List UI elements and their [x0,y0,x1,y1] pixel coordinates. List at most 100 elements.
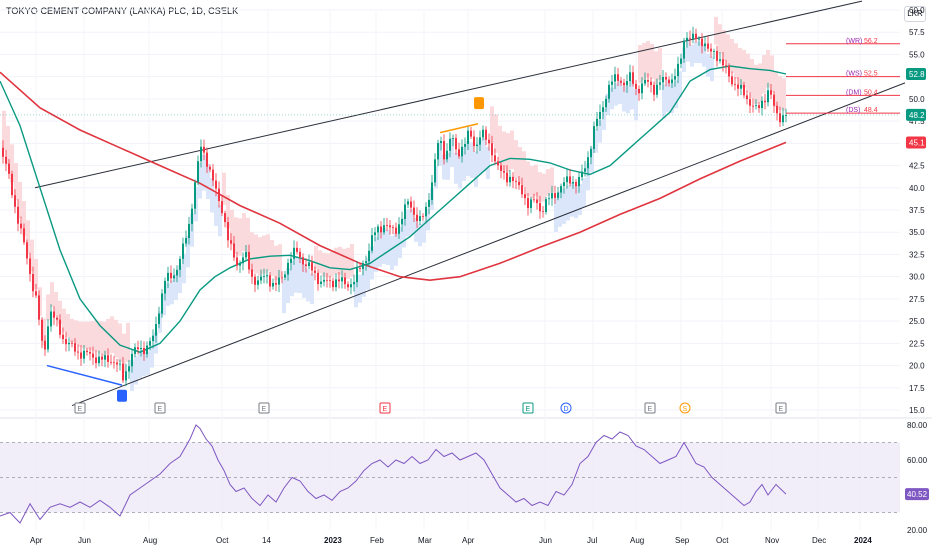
cloud-segment [138,351,142,379]
candle-body [140,348,142,350]
cloud-segment [170,280,174,305]
candle-body [464,143,466,147]
cloud-segment [654,51,658,85]
candle-body [455,138,457,150]
currency-button[interactable]: LKR [904,6,926,22]
cloud-segment [298,258,302,294]
candle-body [728,65,730,77]
cloud-segment [554,197,558,232]
cloud-segment [258,237,262,276]
cloud-segment [378,231,382,267]
candle-body [680,58,682,64]
event-badge [154,402,166,414]
candle-body [95,357,97,364]
candle-body [197,161,199,183]
cloud-segment [78,321,82,347]
cloud-segment [506,133,510,173]
cloud-segment [574,185,578,219]
candle-body [263,276,265,278]
cloud-segment [706,53,710,77]
cloud-segment [642,42,646,81]
cloud-segment [50,282,54,307]
candle-body [554,193,556,198]
candle-body [503,170,505,173]
candle-body [170,272,172,279]
candle-body [398,224,400,234]
candle-body [479,137,481,145]
level-value: 56.2 [864,38,878,45]
candle-body [746,95,748,100]
candle-body [35,291,37,296]
candle-body [458,149,460,157]
signal-marker [474,97,484,110]
cloud-segment [214,192,218,226]
chart-title: TOKYO CEMENT COMPANY (LANKA) PLC, 1D, CS… [6,6,239,16]
cloud-segment [94,320,98,352]
candle-body [284,274,286,278]
cloud-segment [458,155,462,189]
rsi-tick-label: 60.00 [907,456,928,465]
candle-body [242,257,244,264]
cloud-segment [118,323,122,362]
candle-body [338,279,340,282]
candle-body [665,77,667,80]
candle-body [89,352,91,354]
candle-body [215,180,217,189]
candle-body [671,79,673,84]
candle-body [629,72,631,82]
candle-body [8,163,10,174]
candle-body [752,105,754,107]
time-tick-label: Jun [78,536,91,545]
candle-body [299,251,301,258]
price-label-box [906,108,926,121]
event-badge-label: D [564,406,569,413]
cloud-segment [342,248,346,279]
candle-body [578,177,580,187]
level-value: 48.4 [864,107,878,114]
candle-body [161,293,163,314]
cloud-segment [6,125,10,165]
price-tick-label: 30.0 [909,273,925,282]
candle-body [653,84,655,95]
candle-body [362,263,364,269]
candle-body [86,350,88,353]
cloud-segment [466,140,470,177]
candle-body [62,334,64,340]
cloud-segment [222,172,226,205]
cloud-segment [570,182,574,217]
cloud-segment [14,162,18,201]
candle-body [80,352,82,359]
candle-body [647,80,649,82]
price-label-text: 45.1 [909,138,925,147]
cloud-segment [70,318,74,343]
candle-body [323,279,325,282]
candle-body [341,277,343,282]
candle-body [74,343,76,352]
event-badge [258,402,270,414]
candle-body [107,355,109,362]
cloud-segment [370,246,374,280]
cloud-segment [278,244,282,278]
candle-body [128,366,130,372]
cloud-segment [534,164,538,196]
candle-body [257,280,259,285]
price-tick-label: 57.5 [909,28,925,37]
candle-body [404,204,406,220]
candle-body [602,107,604,112]
cloud-segment [334,247,338,275]
event-badge [560,402,572,414]
time-tick-label: Mar [418,536,432,545]
cloud-segment [666,80,670,113]
candle-body [491,143,493,156]
candle-body [548,198,550,200]
candle-body [101,356,103,360]
candle-body [419,216,421,222]
price-tick-label: 32.5 [909,250,925,259]
cloud-segment [606,93,610,115]
cloud-segment [650,43,654,79]
candle-body [287,262,289,275]
candle-body [719,59,721,61]
candle-body [335,279,337,288]
event-badge-label: E [158,406,163,413]
